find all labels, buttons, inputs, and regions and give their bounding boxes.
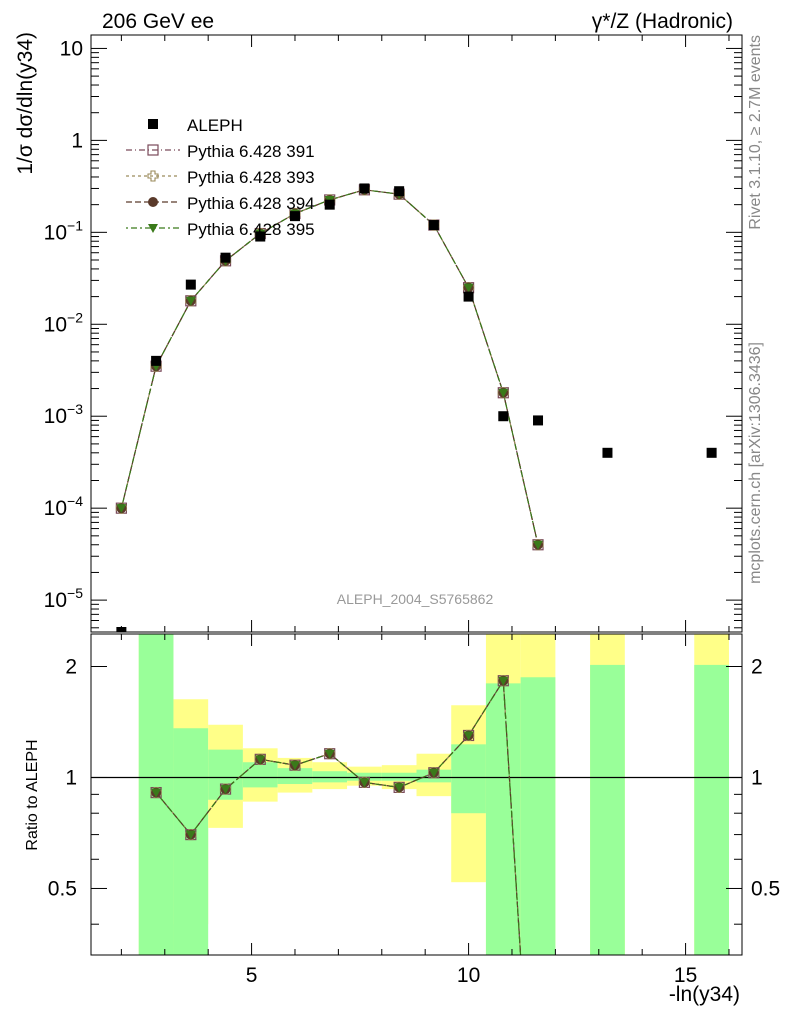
ratio-y-tick-label-right: 1 <box>751 766 763 789</box>
legend-label: ALEPH <box>187 116 243 135</box>
ratio-band-inner <box>485 683 521 955</box>
mc-point <box>463 283 474 293</box>
ratio-band-inner <box>694 664 729 955</box>
data-point <box>533 415 544 426</box>
main-y-tick-label: 10−4 <box>44 493 84 520</box>
legend-label: Pythia 6.428 394 <box>187 194 315 213</box>
main-y-tick-label: 1 <box>71 129 83 152</box>
ratio-band-inner <box>312 771 348 783</box>
x-tick-label: 5 <box>246 964 258 987</box>
data-point <box>255 231 266 242</box>
data-point <box>706 447 717 458</box>
legend-label: Pythia 6.428 395 <box>187 220 315 239</box>
data-point <box>428 220 439 231</box>
legend-marker <box>147 170 159 182</box>
ratio-point <box>324 749 335 759</box>
ratio-point <box>428 768 439 778</box>
ratio-point <box>220 785 231 795</box>
legend-marker <box>148 197 158 207</box>
ratio-band-inner <box>347 772 382 781</box>
mc-point <box>533 540 544 550</box>
main-y-tick-label: 10 <box>60 37 83 60</box>
ratio-point <box>289 761 300 771</box>
data-point <box>185 279 196 290</box>
data-point <box>324 199 335 210</box>
data-point <box>289 211 300 222</box>
legend-marker-aleph <box>148 119 158 129</box>
ratio-bands <box>138 634 729 955</box>
ratio-point <box>498 676 509 686</box>
ratio-band-inner <box>451 744 486 814</box>
main-y-tick-label: 10−5 <box>44 585 84 612</box>
data-point <box>463 291 474 302</box>
ratio-y-tick-label-right: 2 <box>751 655 763 678</box>
main-ylabel-text: 1/σ dσ/dln(y34) <box>14 32 37 175</box>
ratio-y-tick-label: 1 <box>65 766 77 789</box>
mc-curve <box>120 189 539 545</box>
mc-point <box>116 504 127 514</box>
ratio-point <box>359 778 370 788</box>
data-point <box>394 186 405 197</box>
ratio-point <box>185 830 196 840</box>
header-left: 206 GeV ee <box>102 10 214 33</box>
ratio-plot-marks <box>91 675 742 955</box>
rivet-label: Rivet 3.1.10, ≥ 2.7M events <box>747 35 764 230</box>
watermark: ALEPH_2004_S5765862 <box>337 591 494 607</box>
ratio-band-inner <box>520 677 556 955</box>
ratio-point <box>463 731 474 741</box>
ratio-band-inner <box>590 664 625 955</box>
main-plot-marks <box>115 183 717 632</box>
ratio-y-tick-label: 2 <box>65 655 77 678</box>
mc-point <box>185 296 196 306</box>
x-axis-label: -ln(y34) <box>669 983 740 1006</box>
main-y-tick-label: 10−2 <box>44 309 84 336</box>
ratio-band-inner <box>381 772 417 781</box>
main-ylabel: 1/σ dσ/dln(y34) <box>14 32 37 175</box>
mcplots-label: mcplots.cern.ch [arXiv:1306.3436] <box>747 342 764 584</box>
legend-label: Pythia 6.428 391 <box>187 142 315 161</box>
ratio-point <box>255 755 266 765</box>
main-y-tick-label: 10−3 <box>44 401 84 428</box>
legend: ALEPH Pythia 6.428 391 Pythia 6.428 393 Pyt… <box>126 116 315 239</box>
ratio-ylabel: Ratio to ALEPH <box>24 739 41 850</box>
data-point <box>151 355 162 366</box>
ratio-y-tick-label-right: 0.5 <box>751 877 780 900</box>
data-point <box>602 447 613 458</box>
legend-marker <box>147 144 159 156</box>
ratio-point <box>151 788 162 798</box>
mc-curve <box>120 189 539 545</box>
ratio-curve <box>155 678 522 955</box>
ratio-y-tick-label: 0.5 <box>48 877 77 900</box>
mc-curve <box>120 189 539 545</box>
ratio-band-inner <box>277 768 313 785</box>
mc-point <box>498 388 509 398</box>
ratio-point <box>394 783 405 793</box>
x-tick-label: 15 <box>674 964 697 987</box>
mc-curve <box>120 189 539 545</box>
legend-label: Pythia 6.428 393 <box>187 168 315 187</box>
legend-marker <box>148 224 158 233</box>
ratio-band-inner <box>242 762 278 788</box>
x-tick-label: 10 <box>457 964 480 987</box>
axes: 5 10 15 10−5 10−4 10−3 10−2 10−1 1 10 0.5 0.5 1 1 2 2 <box>44 35 780 987</box>
main-y-tick-label: 10−1 <box>44 217 84 244</box>
data-point <box>359 183 370 194</box>
data-point <box>220 252 231 263</box>
data-point <box>498 411 509 422</box>
ratio-band-inner <box>173 728 209 955</box>
header-right: γ*/Z (Hadronic) <box>592 10 733 33</box>
